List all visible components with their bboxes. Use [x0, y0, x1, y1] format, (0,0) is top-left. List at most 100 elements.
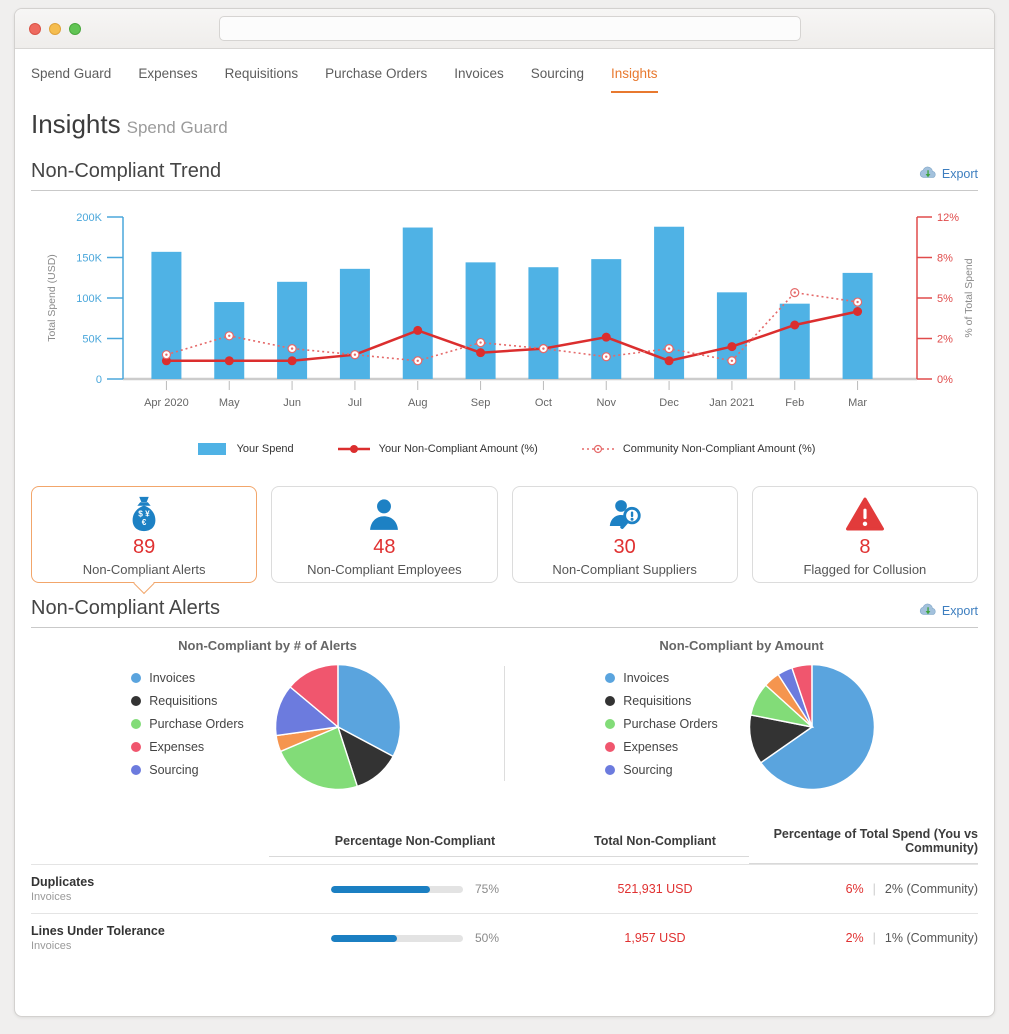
kpi-card-non-compliant-employees[interactable]: 48 Non-Compliant Employees	[271, 486, 498, 583]
table-header-col-3: Total Non-Compliant	[561, 834, 749, 857]
kpi-card-non-compliant-suppliers[interactable]: 30 Non-Compliant Suppliers	[511, 486, 738, 583]
kpi-cards: $ ¥ €89 Non-Compliant Alerts 48 Non-Complian…	[31, 486, 978, 595]
pie-legend-item-purchase-orders: Purchase Orders	[131, 717, 244, 731]
minimize-window-icon[interactable]	[49, 22, 61, 35]
row-name: Lines Under Tolerance	[31, 924, 165, 938]
svg-text:Jul: Jul	[348, 397, 362, 409]
row-category: Invoices	[31, 940, 72, 952]
svg-text:€: €	[142, 518, 147, 527]
address-bar[interactable]	[219, 16, 801, 41]
svg-text:Aug: Aug	[408, 397, 428, 409]
you-percentage: 2%	[845, 931, 864, 945]
pie-legend-item-expenses: Expenses	[131, 740, 243, 754]
svg-text:Feb: Feb	[785, 397, 804, 409]
svg-text:Jun: Jun	[283, 397, 301, 409]
trend-chart-legend: Your Spend Your Non-Compliant Amount (%) C…	[31, 442, 978, 456]
table-row-lines-under-tolerance[interactable]: Lines Under Tolerance Invoices 50% 1,957 US…	[31, 913, 978, 962]
progress-label: 75%	[474, 882, 500, 896]
svg-text:Oct: Oct	[535, 397, 552, 409]
you-percentage: 6%	[845, 882, 864, 896]
nav-tab-purchase-orders[interactable]: Purchase Orders	[325, 66, 428, 81]
browser-chrome	[15, 9, 994, 49]
window-controls	[29, 22, 81, 35]
legend-item-your-non-compliant-amount: Your Non-Compliant Amount (%)	[336, 442, 538, 456]
kpi-value: 8	[859, 535, 871, 558]
svg-text:Apr 2020: Apr 2020	[144, 397, 189, 409]
kpi-value: 30	[613, 535, 636, 558]
pie-legend-item-sourcing: Sourcing	[605, 763, 717, 777]
page-title-text: Insights	[31, 109, 121, 139]
svg-text:Mar: Mar	[848, 397, 867, 409]
svg-text:2%: 2%	[937, 334, 953, 346]
kpi-label: Non-Compliant Employees	[307, 561, 462, 577]
kpi-card-non-compliant-alerts[interactable]: $ ¥ €89 Non-Compliant Alerts	[31, 486, 258, 595]
page-title: Insights Spend Guard	[15, 93, 994, 146]
pie-chart	[748, 663, 875, 791]
nav-tab-requisitions[interactable]: Requisitions	[224, 66, 299, 81]
pie-legend-item-purchase-orders: Purchase Orders	[605, 717, 718, 731]
kpi-value: 48	[373, 535, 396, 558]
money-bag-icon: $ ¥ €	[125, 493, 163, 533]
pie-title: Non-Compliant by Amount	[659, 638, 824, 653]
close-window-icon[interactable]	[29, 22, 41, 35]
browser-window: Spend Guard Expenses Requisitions Purchase …	[14, 8, 995, 1017]
total-non-compliant: 1,957 USD	[624, 931, 686, 945]
svg-text:0: 0	[96, 374, 102, 386]
employee-icon	[365, 493, 403, 533]
table-header: Percentage Non-Compliant Total Non-Compli…	[31, 827, 978, 864]
community-percentage: 2% (Community)	[884, 882, 978, 896]
svg-text:0%: 0%	[937, 374, 953, 386]
maximize-window-icon[interactable]	[69, 22, 81, 35]
pie-legend-item-expenses: Expenses	[605, 740, 717, 754]
row-name: Duplicates	[31, 875, 95, 889]
nav-tab-insights[interactable]: Insights	[611, 66, 658, 93]
pie-legend: Invoices Requisitions Purchase Orders Expen…	[131, 661, 244, 777]
kpi-card-flagged-for-collusion[interactable]: 8 Flagged for Collusion	[751, 486, 978, 583]
kpi-label: Non-Compliant Alerts	[82, 561, 206, 577]
nav-tab-spend-guard[interactable]: Spend Guard	[31, 66, 112, 81]
svg-text:100K: 100K	[76, 293, 102, 305]
legend-item-your-spend: Your Spend	[194, 442, 294, 456]
table-header-col-4: Percentage of Total Spend (You vs Commun…	[749, 827, 978, 864]
svg-text:Total Spend (USD): Total Spend (USD)	[46, 254, 58, 342]
community-percentage: 1% (Community)	[884, 931, 978, 945]
separator: |	[872, 882, 876, 896]
alerts-export-button[interactable]: Export	[919, 602, 978, 620]
progress-bar	[330, 885, 463, 893]
cloud-download-icon	[919, 602, 937, 620]
nav-tab-sourcing[interactable]: Sourcing	[530, 66, 585, 81]
progress-label: 50%	[474, 931, 500, 945]
svg-text:200K: 200K	[76, 212, 102, 224]
trend-chart: 0 50K 100K 150K 200K Total Spend (USD) 0% 2% 5% 8…	[31, 201, 978, 436]
pie-charts: Non-Compliant by # of Alerts Invoices Requ…	[31, 638, 978, 793]
svg-text:8%: 8%	[937, 253, 953, 265]
pie-legend-item-requisitions: Requisitions	[131, 694, 243, 708]
supplier-search-icon	[606, 493, 644, 533]
warning-triangle-icon	[845, 493, 884, 533]
pie-group-non-compliant-by-of-alerts: Non-Compliant by # of Alerts Invoices Requ…	[31, 638, 504, 793]
trend-export-button[interactable]: Export	[919, 165, 978, 183]
pie-title: Non-Compliant by # of Alerts	[178, 638, 357, 653]
pie-group-non-compliant-by-amount: Non-Compliant by Amount Invoices Requisiti…	[505, 638, 978, 793]
pie-legend-item-invoices: Invoices	[605, 671, 717, 685]
pie-legend-item-requisitions: Requisitions	[605, 694, 717, 708]
kpi-label: Flagged for Collusion	[803, 561, 927, 577]
pie-legend-item-sourcing: Sourcing	[131, 763, 243, 777]
alerts-section: Non-Compliant Alerts Export Non-Complian…	[15, 583, 994, 962]
pies-divider	[504, 666, 505, 781]
kpi-label: Non-Compliant Suppliers	[552, 561, 697, 577]
table-row-duplicates[interactable]: Duplicates Invoices 75% 521,931 USD 6% | 2% (C…	[31, 864, 978, 913]
nav-tab-expenses[interactable]: Expenses	[138, 66, 198, 81]
svg-text:5%: 5%	[937, 293, 953, 305]
nav-tab-invoices[interactable]: Invoices	[454, 66, 504, 81]
svg-text:Sep: Sep	[471, 397, 491, 409]
pie-legend: Invoices Requisitions Purchase Orders Expen…	[605, 661, 718, 777]
svg-text:Jan 2021: Jan 2021	[709, 397, 754, 409]
table-header-col-1	[31, 842, 269, 850]
row-category: Invoices	[31, 891, 72, 903]
svg-text:May: May	[219, 397, 240, 409]
total-non-compliant: 521,931 USD	[617, 882, 693, 896]
svg-text:Dec: Dec	[659, 397, 679, 409]
svg-text:% of Total Spend: % of Total Spend	[963, 258, 975, 337]
separator: |	[872, 931, 876, 945]
